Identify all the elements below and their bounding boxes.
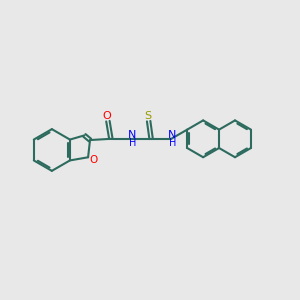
Text: N: N bbox=[128, 130, 136, 140]
Text: N: N bbox=[168, 130, 177, 140]
Text: S: S bbox=[144, 111, 151, 121]
Text: O: O bbox=[89, 155, 98, 165]
Text: O: O bbox=[102, 111, 111, 121]
Text: H: H bbox=[128, 138, 136, 148]
Text: H: H bbox=[169, 138, 176, 148]
